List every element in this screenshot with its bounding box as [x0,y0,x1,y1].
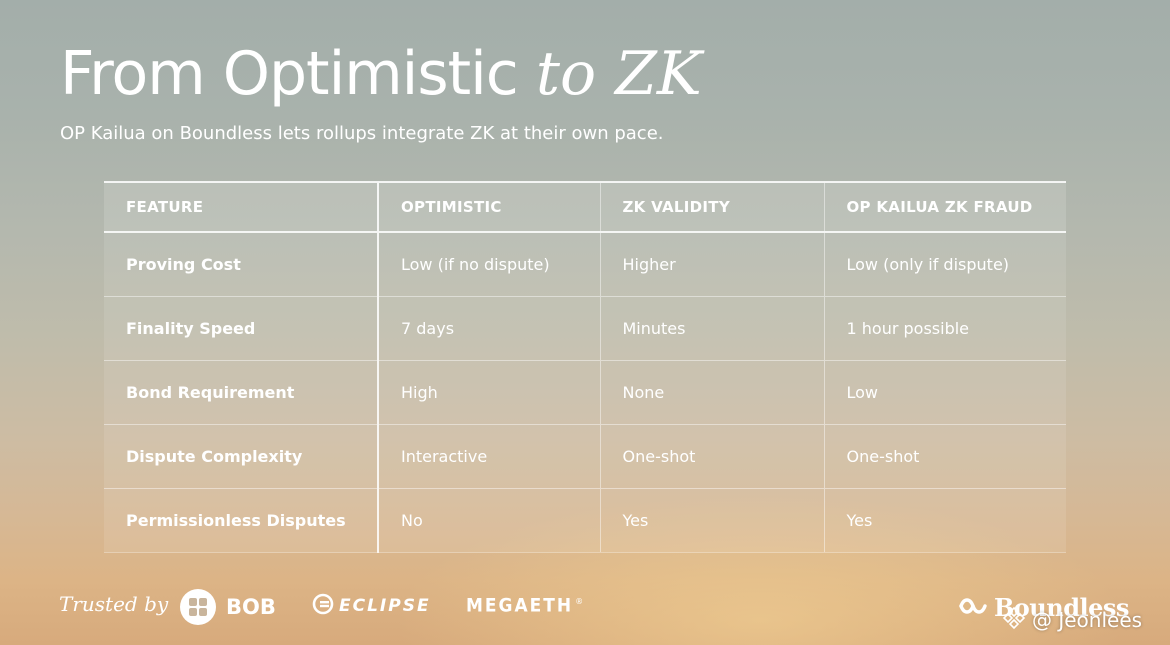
bob-logo: BOB [180,589,276,625]
row-op-kailua-value: Yes [823,488,1066,553]
eclipse-logo: ECLIPSE [312,593,431,619]
header-op-kailua-zk-fraud: OP KAILUA ZK FRAUD [823,181,1066,233]
header-zk-validity: ZK VALIDITY [599,181,824,233]
row-optimistic-value: 7 days [377,296,600,361]
table-row: Bond Requirement High None Low [104,360,1066,425]
title-main: From Optimistic [60,39,519,109]
slide-subtitle: OP Kailua on Boundless lets rollups inte… [60,123,664,144]
binance-diamond-icon [1002,606,1026,634]
row-feature: Proving Cost [104,232,378,297]
row-feature: Finality Speed [104,296,378,361]
megaeth-logo: MEGAETH ® [466,595,584,617]
eclipse-logo-icon [312,593,334,619]
table-row: Proving Cost Low (if no dispute) Higher … [104,232,1066,297]
row-zk-validity-value: One-shot [599,424,824,489]
registered-mark: ® [575,596,584,606]
comparison-table: FEATURE OPTIMISTIC ZK VALIDITY OP KAILUA… [104,181,1066,553]
header-optimistic: OPTIMISTIC [377,181,600,233]
footer-logos: Trusted by BOB ECLIPSE MEGAETH ® [0,580,1170,640]
row-op-kailua-value: Low (only if dispute) [823,232,1066,297]
row-zk-validity-value: Minutes [599,296,824,361]
bob-logo-text: BOB [226,595,276,619]
table-header-row: FEATURE OPTIMISTIC ZK VALIDITY OP KAILUA… [104,181,1066,233]
row-op-kailua-value: 1 hour possible [823,296,1066,361]
trusted-by-label: Trusted by [59,592,169,616]
row-optimistic-value: Interactive [377,424,600,489]
row-op-kailua-value: Low [823,360,1066,425]
bob-logo-icon [180,589,216,625]
watermark-text: @ Jeonlees [1032,608,1143,632]
row-optimistic-value: Low (if no dispute) [377,232,600,297]
row-feature: Bond Requirement [104,360,378,425]
row-zk-validity-value: Yes [599,488,824,553]
table-row: Dispute Complexity Interactive One-shot … [104,424,1066,489]
table-row: Finality Speed 7 days Minutes 1 hour pos… [104,296,1066,361]
title-accent: to ZK [535,39,702,109]
row-zk-validity-value: Higher [599,232,824,297]
row-optimistic-value: High [377,360,600,425]
row-zk-validity-value: None [599,360,824,425]
megaeth-logo-text: MEGAETH [466,595,574,617]
watermark: @ Jeonlees [1002,606,1142,634]
row-feature: Permissionless Disputes [104,488,378,553]
row-op-kailua-value: One-shot [823,424,1066,489]
slide-title: From Optimistic to ZK [60,38,702,110]
row-optimistic-value: No [377,488,600,553]
header-feature: FEATURE [104,181,378,233]
eclipse-logo-text: ECLIPSE [339,596,431,616]
table-row: Permissionless Disputes No Yes Yes [104,488,1066,553]
row-feature: Dispute Complexity [104,424,378,489]
boundless-logo-icon [958,594,988,622]
